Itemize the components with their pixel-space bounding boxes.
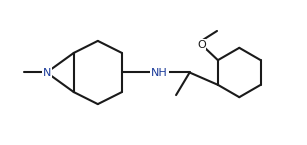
Text: O: O (197, 39, 206, 49)
Text: N: N (42, 68, 51, 77)
Text: NH: NH (151, 68, 168, 77)
